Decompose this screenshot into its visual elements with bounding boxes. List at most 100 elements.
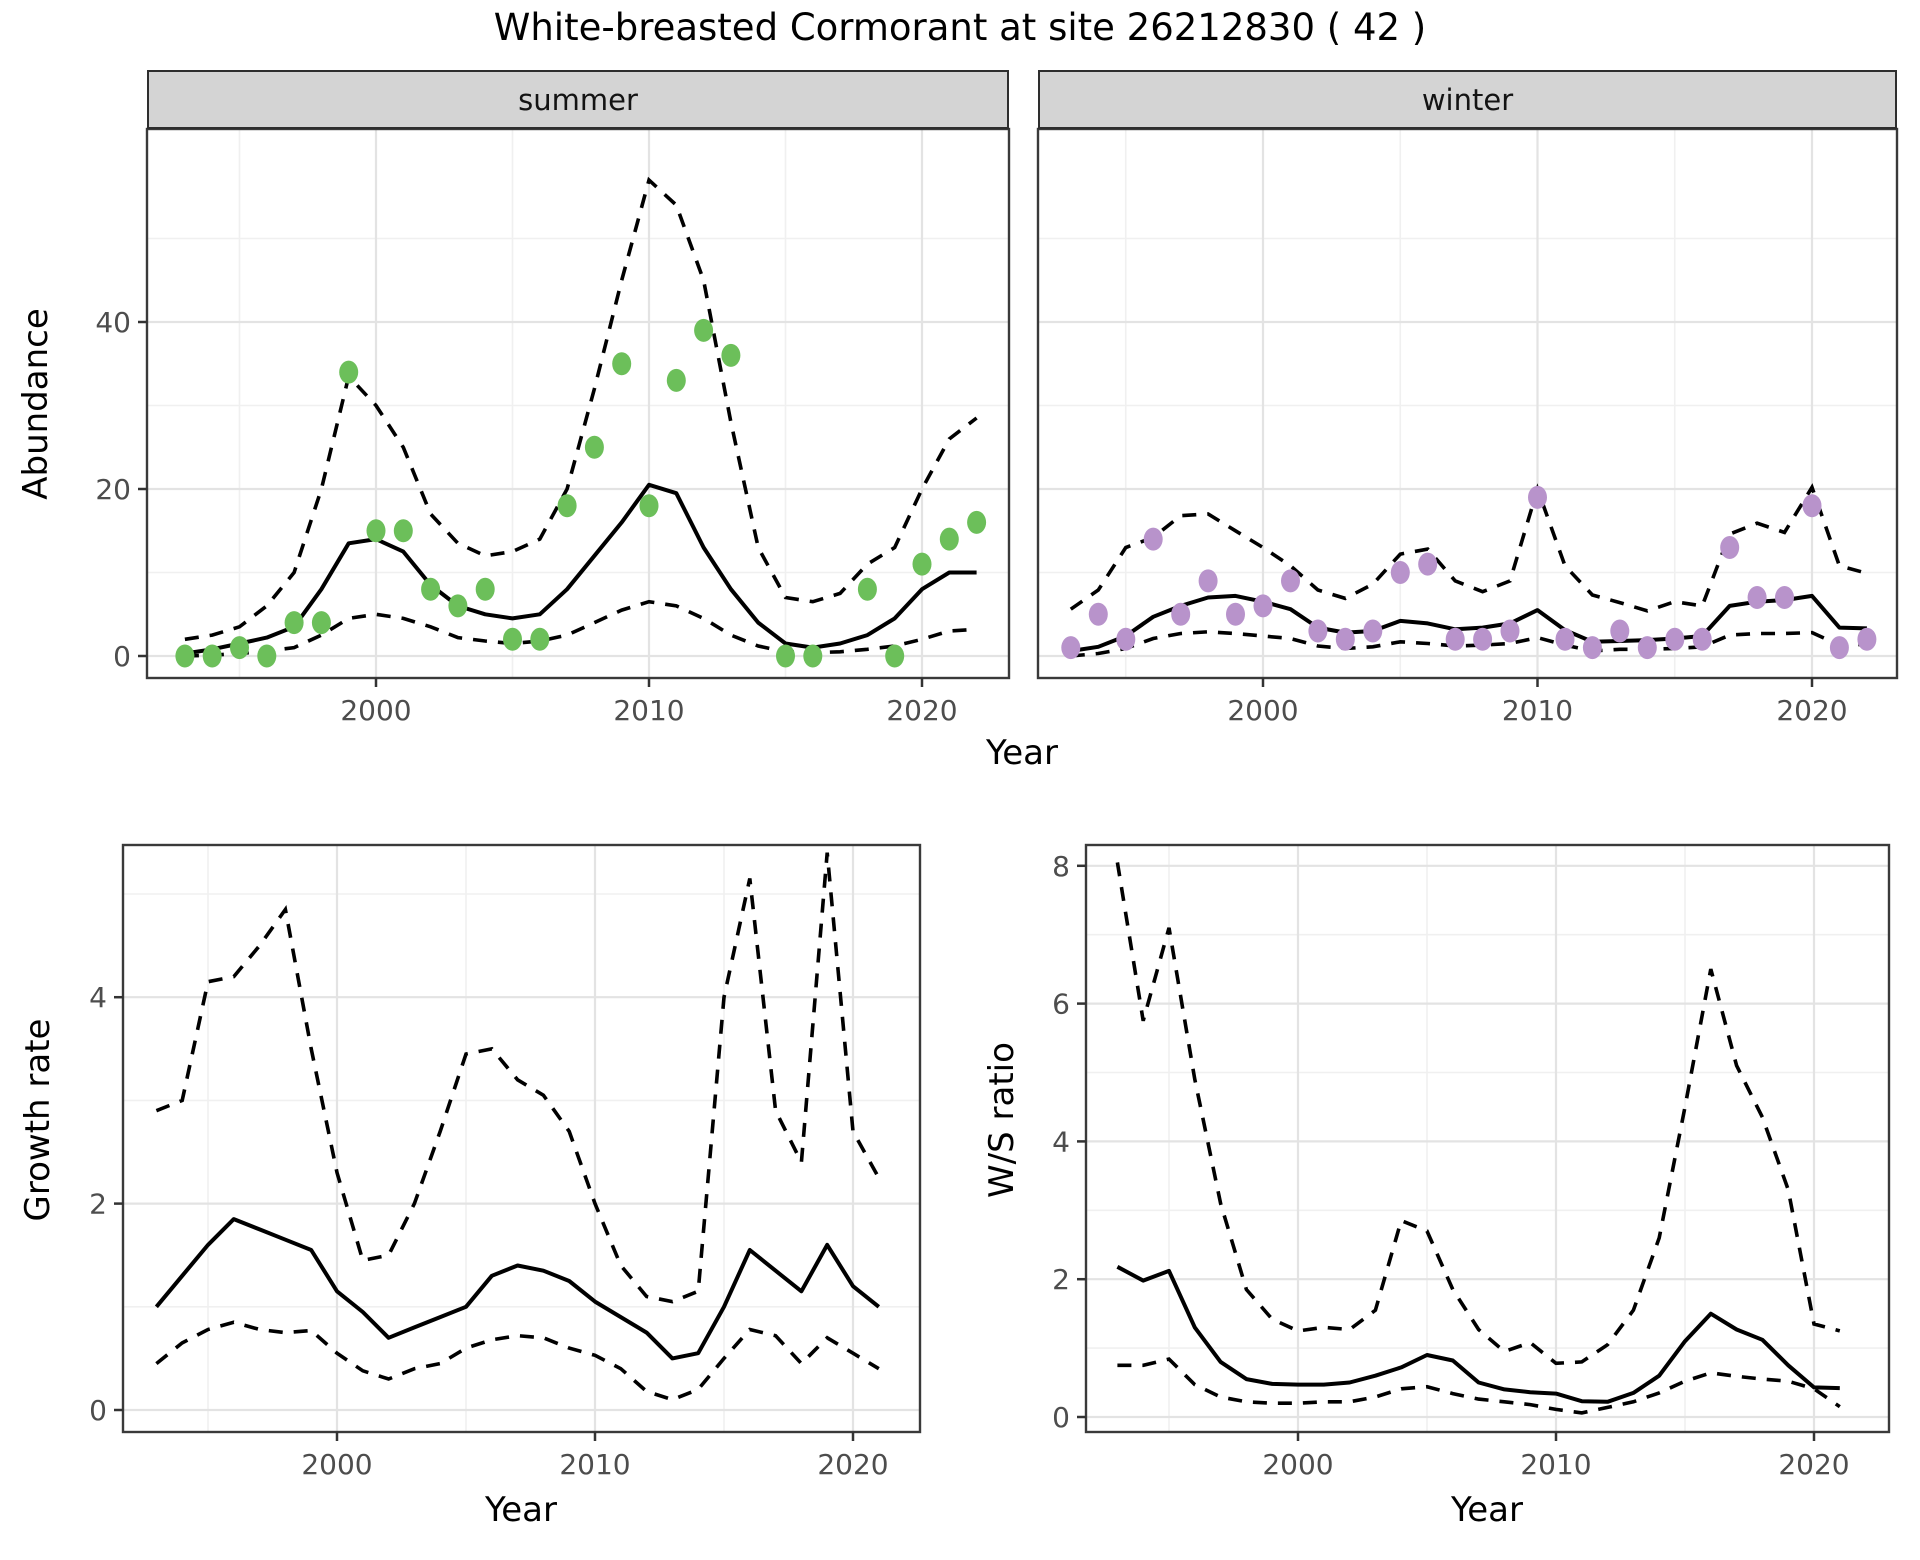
facet-strip-winter: winter <box>1038 70 1897 129</box>
observed-point <box>803 644 823 668</box>
observed-point <box>202 644 222 668</box>
upper-ci-line <box>184 176 978 642</box>
observed-point <box>1335 627 1355 651</box>
observed-point <box>366 519 386 543</box>
observed-point <box>584 435 604 459</box>
x-tick-label: 2010 <box>613 694 684 727</box>
observed-point <box>1308 619 1328 643</box>
observed-point <box>1390 561 1410 584</box>
observed-point <box>557 494 577 518</box>
observed-point <box>175 644 195 668</box>
lower-ci-line <box>1070 629 1867 658</box>
y-axis-title-abundance: Abundance <box>16 308 56 500</box>
lower-ci-line <box>184 599 977 658</box>
y-tick-label: 0 <box>89 1394 107 1427</box>
y-tick-label: 40 <box>95 306 131 339</box>
observed-point <box>448 594 468 618</box>
observed-point <box>1665 627 1685 651</box>
panel-ws_ratio: 2000 2010 2020 0 2 4 6 8 <box>1052 843 1891 1481</box>
observed-point <box>721 343 741 367</box>
observed-point <box>885 644 905 668</box>
panel-abundance_winter: 2000 2010 2020 <box>1036 127 1899 727</box>
y-axis-title-growth-rate: Growth rate <box>18 1018 58 1222</box>
panel-border <box>1036 127 1899 680</box>
x-tick-label: 2020 <box>886 694 957 727</box>
observed-point <box>475 577 495 601</box>
y-tick-label: 2 <box>1052 1263 1070 1296</box>
fit-line <box>1070 593 1867 653</box>
x-tick-label: 2010 <box>1520 1448 1591 1481</box>
x-tick-label: 2000 <box>340 694 411 727</box>
x-tick-label: 2020 <box>817 1448 888 1481</box>
observed-point <box>1418 552 1438 576</box>
observed-point <box>1171 602 1191 626</box>
axis-ticks: 2000 2010 2020 <box>1227 678 1848 727</box>
upper-ci-line <box>1115 862 1841 1366</box>
observed-point <box>1637 636 1657 660</box>
lower-ci-line <box>1117 1357 1841 1415</box>
observed-point <box>1500 619 1520 643</box>
observed-point <box>503 627 522 651</box>
panel-background <box>1086 845 1889 1432</box>
x-tick-label: 2000 <box>1227 694 1298 727</box>
panel-border <box>145 127 1011 680</box>
x-tick-label: 2020 <box>1776 694 1847 727</box>
observed-point <box>1473 627 1493 651</box>
gridlines <box>123 845 920 1432</box>
y-tick-label: 8 <box>1052 850 1070 883</box>
y-tick-label: 0 <box>1052 1401 1070 1434</box>
upper-ci-line <box>155 852 881 1304</box>
observed-point <box>1116 627 1136 651</box>
x-axis-title-year-growth: Year <box>485 1490 557 1530</box>
observed-point <box>1829 636 1849 660</box>
observed-point <box>639 494 659 518</box>
observed-point <box>912 552 932 576</box>
fit-line <box>184 482 977 656</box>
observed-point <box>1226 602 1245 626</box>
observed-point <box>939 527 959 551</box>
y-tick-label: 0 <box>113 640 131 673</box>
observed-point <box>1582 636 1602 660</box>
observed-point <box>1143 527 1163 551</box>
observed-point <box>230 636 249 660</box>
x-tick-label: 2000 <box>1262 1448 1333 1481</box>
observed-point <box>694 318 714 342</box>
fit-line <box>1116 1265 1840 1404</box>
observed-point <box>666 368 686 392</box>
gridlines <box>1086 845 1889 1432</box>
observed-point <box>530 627 550 651</box>
panel-abundance_summer: 2000 2010 2020 0 20 40 <box>95 127 1011 727</box>
observed-point <box>1692 627 1712 651</box>
observed-point <box>1802 494 1822 518</box>
observed-point <box>393 519 413 543</box>
observed-point <box>1720 536 1740 559</box>
observed-point <box>1610 619 1630 643</box>
observed-point <box>1775 586 1794 609</box>
observed-point <box>311 611 331 635</box>
panel-border <box>121 843 922 1434</box>
x-tick-label: 2010 <box>559 1448 630 1481</box>
observed-point <box>776 644 795 668</box>
observed-point <box>1747 586 1767 609</box>
observed-point <box>421 577 441 601</box>
upper-ci-line <box>1069 483 1868 613</box>
panel-background <box>123 845 920 1432</box>
observed-point <box>1253 594 1273 618</box>
facet-strip-winter-label: winter <box>1421 82 1514 117</box>
observed-point <box>1198 569 1218 593</box>
y-tick-label: 20 <box>95 473 131 506</box>
axis-ticks: 2000 2010 2020 0 20 40 <box>95 306 957 727</box>
observed-point <box>1281 569 1300 593</box>
axis-ticks: 2000 2010 2020 0 2 4 <box>89 981 888 1481</box>
gridlines <box>1038 129 1897 678</box>
y-axis-title-ws-ratio: W/S ratio <box>982 1042 1022 1198</box>
observed-point <box>1528 485 1547 509</box>
x-tick-label: 2010 <box>1502 694 1573 727</box>
plot-title: White-breasted Cormorant at site 2621283… <box>493 6 1427 49</box>
observed-point <box>1445 627 1465 651</box>
observed-point <box>339 360 359 384</box>
facet-strip-summer: summer <box>147 70 1009 129</box>
y-tick-label: 4 <box>1052 1125 1070 1158</box>
observed-point <box>1363 619 1383 643</box>
